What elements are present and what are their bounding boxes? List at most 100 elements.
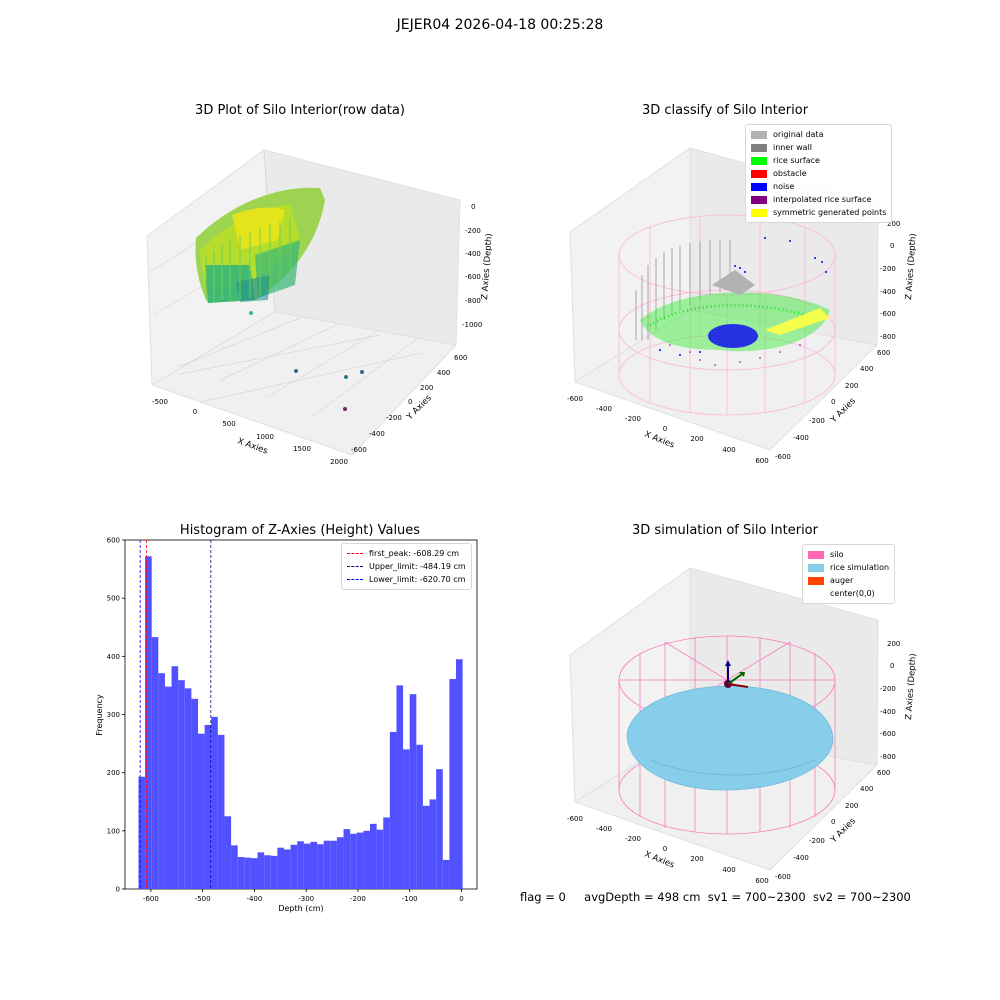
legend-label: silo [830, 550, 844, 559]
histogram-reference-lines [139, 540, 212, 889]
histogram-bar [336, 837, 344, 889]
histogram-y-tick-label: 600 [107, 537, 120, 545]
histogram-bar [456, 659, 463, 889]
simulation-xtick: 600 [755, 877, 768, 885]
histogram-bar [224, 816, 232, 889]
legend-swatch [808, 576, 824, 585]
histogram-bar [370, 823, 377, 889]
classify-ztick: 0 [890, 242, 894, 250]
raw-ztick: -800 [465, 297, 481, 305]
legend-swatch [751, 195, 767, 204]
histogram-bar [191, 698, 198, 889]
histogram-x-tick-label: -400 [246, 895, 262, 903]
legend-label: center(0,0) [830, 589, 875, 598]
raw-xtick: 500 [222, 420, 235, 428]
histogram-x-tick-label: -300 [298, 895, 314, 903]
raw-ytick: -200 [386, 414, 402, 422]
classify-xtick: 400 [722, 446, 735, 454]
histogram-bar [343, 829, 351, 889]
legend-label: auger [830, 576, 854, 585]
histogram-bar [396, 685, 404, 889]
histogram-bar [442, 859, 450, 889]
simulation-plot-title: 3D simulation of Silo Interior [632, 523, 818, 538]
histogram-bar [449, 679, 457, 889]
histogram-y-tick-label: 400 [107, 653, 120, 661]
classify-ytick: -200 [809, 417, 825, 425]
histogram-x-tick-label: -500 [195, 895, 211, 903]
histogram-y-tick-label: 0 [116, 886, 120, 894]
raw-xtick: 1500 [293, 445, 311, 453]
histogram-bar [184, 688, 192, 889]
legend-label: interpolated rice surface [773, 195, 872, 204]
classify-rice-surface [640, 292, 830, 352]
classify-ztick: -600 [880, 310, 896, 318]
simulation-ytick: -400 [793, 854, 809, 862]
status-avg-depth: avgDepth = 498 cm [584, 890, 701, 904]
histogram-bar [297, 841, 304, 889]
simulation-xtick: -600 [567, 815, 583, 823]
legend-label: Lower_limit: -620.70 cm [369, 575, 466, 584]
histogram-xlabel: Depth (cm) [278, 904, 323, 913]
histogram-bar [376, 829, 384, 889]
histogram-bar [138, 776, 146, 889]
legend-label: Upper_limit: -484.19 cm [369, 562, 466, 571]
legend-item: auger [808, 574, 889, 587]
histogram-bar [323, 840, 331, 889]
histogram-bar [231, 845, 238, 889]
legend-label: first_peak: -608.29 cm [369, 549, 460, 558]
classify-ytick: 400 [860, 365, 873, 373]
histogram-bar [250, 858, 258, 889]
legend-item: center(0,0) [808, 587, 889, 600]
histogram-bar [151, 637, 159, 889]
histogram-bar [204, 724, 212, 889]
legend-label: noise [773, 182, 795, 191]
raw-ytick: -600 [351, 446, 367, 454]
histogram-bar [217, 734, 225, 889]
raw-ytick: 600 [454, 354, 467, 362]
classify-symmetric-points [765, 308, 830, 335]
status-sv2: sv2 = 700~2300 [812, 890, 911, 904]
legend-item: Upper_limit: -484.19 cm [347, 560, 466, 573]
legend-item: obstacle [751, 167, 886, 180]
histogram-x-tick-label: 0 [459, 895, 463, 903]
raw-plot-title: 3D Plot of Silo Interior(row data) [195, 103, 405, 118]
simulation-center-marker [724, 660, 749, 688]
histogram-bar [356, 832, 364, 889]
histogram-bar [178, 680, 185, 889]
simulation-ytick: 600 [877, 769, 890, 777]
raw-ztick: -400 [465, 250, 481, 258]
histogram-y-tick-label: 500 [107, 595, 120, 603]
histogram-bar [330, 840, 337, 889]
histogram-bar [310, 841, 318, 889]
simulation-ztick: -800 [880, 753, 896, 761]
simulation-xtick: 400 [722, 866, 735, 874]
classify-ytick: 600 [877, 349, 890, 357]
status-flag: flag = 0 [520, 890, 566, 904]
histogram-bar [158, 673, 165, 889]
classify-xtick: 600 [755, 457, 768, 465]
legend-line [347, 579, 363, 580]
legend-swatch [751, 143, 767, 152]
histogram-title: Histogram of Z-Axies (Height) Values [179, 523, 421, 538]
legend-item: interpolated rice surface [751, 193, 886, 206]
legend-item: original data [751, 128, 886, 141]
histogram-bar [363, 830, 371, 889]
histogram-bar [237, 857, 245, 889]
status-sv1: sv1 = 700~2300 [707, 890, 806, 904]
legend-label: original data [773, 130, 824, 139]
classify-original-data [712, 270, 755, 295]
simulation-ytick: 400 [860, 785, 873, 793]
simulation-3d-axes: -600 -400 -200 0 200 400 600 600 400 200… [567, 567, 919, 885]
simulation-xtick: -200 [625, 835, 641, 843]
legend-swatch [751, 182, 767, 191]
histogram-bar [270, 855, 278, 889]
legend-swatch [808, 550, 824, 559]
histogram-bar [436, 769, 443, 889]
histogram-bar [317, 844, 324, 889]
raw-ztick: -1000 [462, 321, 482, 329]
histogram-y-ticks: 0 100 200 300 400 500 600 [107, 537, 125, 894]
raw-ytick: -400 [369, 430, 385, 438]
histogram-bar [264, 855, 271, 889]
raw-xtick: -500 [152, 398, 168, 406]
histogram-bar [383, 817, 390, 889]
